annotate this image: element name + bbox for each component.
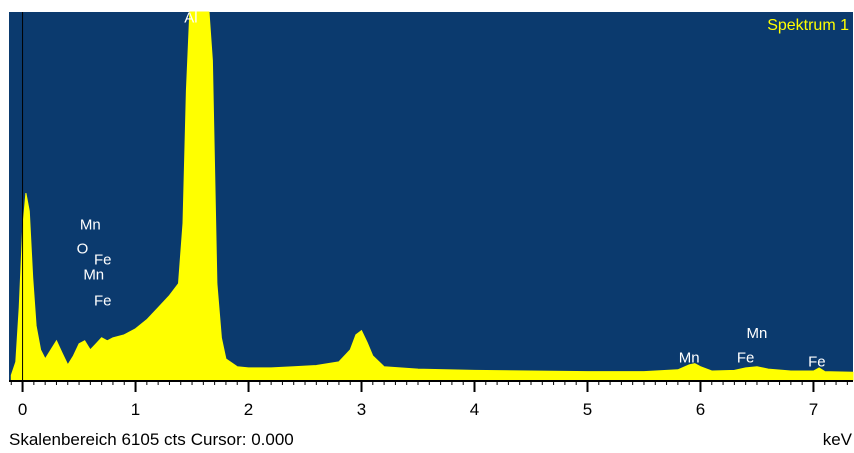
peak-label-o: O (77, 240, 89, 257)
plot-background (9, 12, 853, 380)
status-bar: Skalenbereich 6105 cts Cursor: 0.000 (9, 430, 299, 450)
peak-label-mn: Mn (747, 325, 768, 342)
spectrum-title: Spektrum 1 (767, 17, 849, 34)
energy-unit-label: keV (822, 430, 852, 449)
x-tick-label: 6 (696, 400, 705, 419)
x-tick-label: 3 (357, 400, 366, 419)
peak-label-fe: Fe (94, 251, 112, 268)
x-tick-label: 4 (470, 400, 479, 419)
x-tick-label: 0 (18, 400, 27, 419)
x-tick-label: 1 (131, 400, 140, 419)
x-tick-label: 5 (583, 400, 592, 419)
peak-label-mn: Mn (83, 266, 104, 283)
peak-label-al: Al (184, 10, 197, 27)
spectrum-area (10, 11, 854, 381)
cursor-readout: Cursor: 0.000 (190, 430, 294, 449)
peak-label-fe: Fe (808, 354, 826, 371)
peak-label-mn: Mn (80, 216, 101, 233)
scale-range-text: Skalenbereich 6105 cts (9, 430, 186, 449)
major-ticks: 0 1 2 3 4 5 6 7 (18, 381, 818, 419)
peak-label-fe: Fe (94, 292, 112, 309)
x-tick-label: 2 (244, 400, 253, 419)
peak-label-mn: Mn (679, 350, 700, 367)
peak-label-fe: Fe (737, 350, 755, 367)
x-tick-label: 7 (809, 400, 818, 419)
